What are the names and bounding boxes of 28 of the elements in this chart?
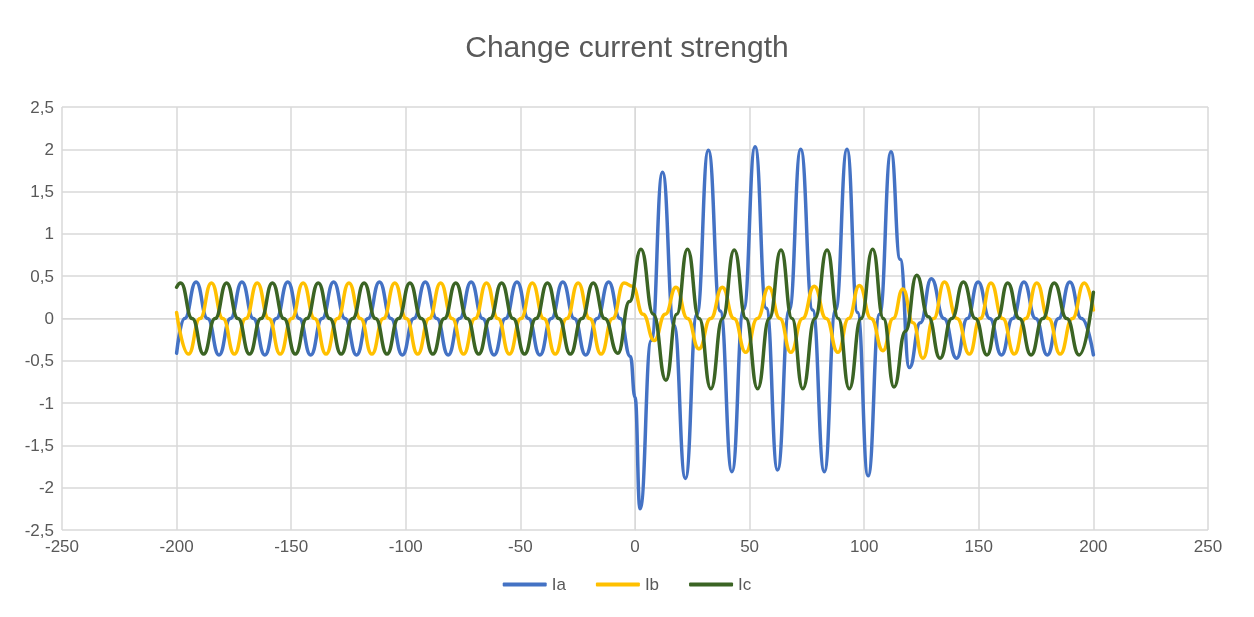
chart-title: Change current strength bbox=[465, 29, 789, 63]
x-tick-label: 100 bbox=[850, 537, 879, 556]
y-tick-label: 2 bbox=[44, 139, 54, 159]
x-tick-label: -200 bbox=[159, 537, 194, 556]
y-tick-label: -2,5 bbox=[24, 520, 54, 540]
x-tick-label: -250 bbox=[44, 537, 80, 556]
line-series bbox=[174, 247, 1096, 391]
x-tick-label: 150 bbox=[964, 537, 993, 556]
x-tick-label: -50 bbox=[508, 537, 533, 556]
x-tick-label: 50 bbox=[740, 537, 760, 556]
y-tick-label: -2 bbox=[38, 478, 54, 498]
x-tick-label: 200 bbox=[1079, 537, 1108, 556]
legend-label: Ia bbox=[551, 575, 567, 594]
y-tick-label: -1 bbox=[38, 393, 54, 413]
x-tick-label: -100 bbox=[388, 537, 423, 556]
y-tick-label: 1,5 bbox=[30, 182, 54, 202]
legend-label: Ib bbox=[644, 575, 660, 594]
y-tick-label: 1 bbox=[44, 224, 54, 244]
x-tick-label: 250 bbox=[1193, 537, 1223, 556]
x-tick-label: 0 bbox=[630, 537, 640, 556]
x-tick-label: -150 bbox=[274, 537, 309, 556]
y-tick-label: -1,5 bbox=[24, 435, 54, 455]
y-tick-label: 0 bbox=[44, 309, 54, 328]
line-series bbox=[174, 280, 1096, 361]
y-tick-label: -0,5 bbox=[24, 351, 54, 371]
legend-label: Ic bbox=[738, 575, 752, 594]
y-tick-label: 2,5 bbox=[30, 97, 54, 117]
y-tick-label: 0,5 bbox=[30, 266, 54, 286]
